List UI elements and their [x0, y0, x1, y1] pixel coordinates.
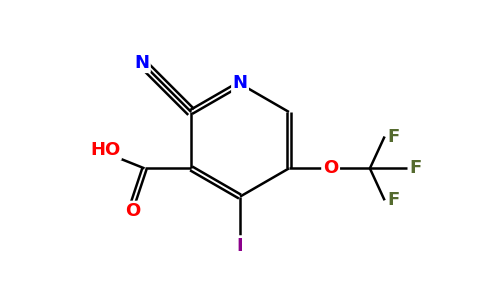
- Text: N: N: [135, 54, 150, 72]
- Text: F: F: [387, 191, 400, 209]
- Text: O: O: [125, 202, 140, 220]
- Text: HO: HO: [90, 141, 121, 159]
- Text: F: F: [409, 159, 422, 177]
- Text: O: O: [323, 159, 338, 177]
- Text: N: N: [232, 74, 247, 92]
- Text: F: F: [387, 128, 400, 146]
- Text: I: I: [237, 237, 243, 255]
